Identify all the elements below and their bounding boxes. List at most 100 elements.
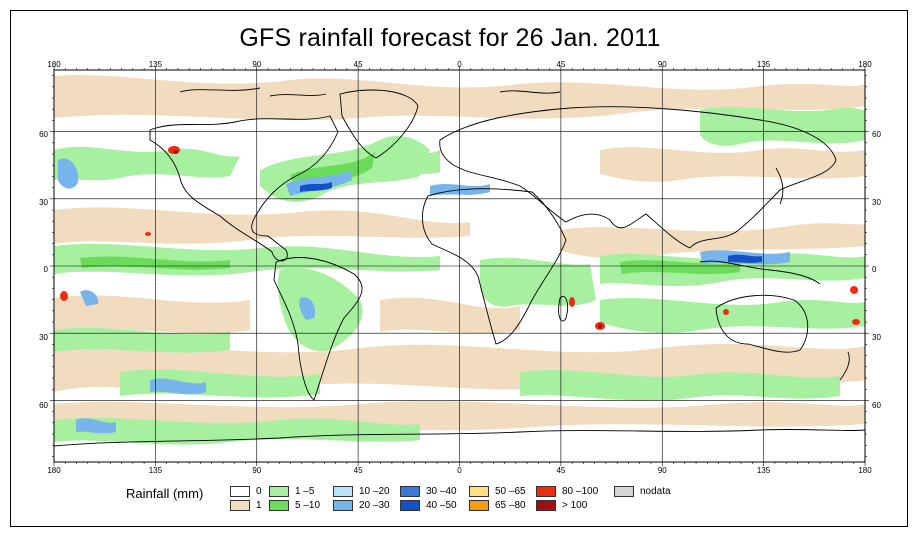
rain-spot-darkred <box>174 150 178 154</box>
legend-title: Rainfall (mm) <box>126 486 204 501</box>
coastline-africa <box>422 188 567 345</box>
right-lat-label: 0 <box>872 265 877 274</box>
rain-area-green <box>600 298 865 333</box>
rain-area-blue <box>76 418 116 434</box>
coastline-south-america <box>273 257 363 401</box>
legend-label: 5 –10 <box>295 500 321 511</box>
rain-area-darkblue <box>728 254 762 263</box>
legend-swatch <box>269 500 289 511</box>
top-lon-label: 135 <box>756 60 771 69</box>
coastline-arctic-islands <box>179 87 561 97</box>
bottom-lon-label: 180 <box>47 466 61 475</box>
legend-swatch <box>400 500 420 511</box>
coastline-antarctica <box>54 428 865 447</box>
rain-area-blue <box>58 158 79 189</box>
rain-area-green <box>54 417 420 445</box>
bottom-lon-label: 45 <box>353 466 363 475</box>
rain-spot-red <box>145 232 151 236</box>
map-title: GFS rainfall forecast for 26 Jan. 2011 <box>239 24 661 52</box>
coastline-madagascar <box>558 296 569 322</box>
rain-spot-red <box>850 286 858 294</box>
rain-spot-darkred <box>598 324 602 328</box>
rain-area-light <box>600 147 865 182</box>
bottom-lon-label: 90 <box>252 466 262 475</box>
coastline-japan <box>775 167 784 205</box>
legend-swatch <box>469 486 489 497</box>
legend-label: 80 –100 <box>562 486 599 497</box>
coastlines <box>54 87 865 447</box>
rain-area-green <box>54 327 230 353</box>
bottom-lon-label: 0 <box>457 466 462 475</box>
bottom-lon-label: 180 <box>858 466 872 475</box>
rain-area-light <box>54 207 470 244</box>
rain-spot-red <box>723 309 729 315</box>
rain-area-green <box>54 146 240 181</box>
left-lat-label: 60 <box>39 401 48 410</box>
legend-label: 0 <box>256 486 262 497</box>
legend-swatch <box>536 486 556 497</box>
rain-area-blue <box>299 297 316 320</box>
figure-frame <box>10 10 908 527</box>
rain-area-darkgreen <box>620 260 740 274</box>
legend-swatch <box>614 486 634 497</box>
legend-label: 20 –30 <box>359 500 390 511</box>
rain-area-green <box>520 370 840 401</box>
legend-label: 1 <box>256 500 262 511</box>
rain-area-green <box>700 106 865 146</box>
rain-spot-red <box>60 291 68 301</box>
legend-swatch <box>333 486 353 497</box>
right-lat-label: 60 <box>872 130 881 139</box>
right-lat-label: 60 <box>872 401 881 410</box>
top-lon-label: 180 <box>47 60 61 69</box>
legend-swatch <box>333 500 353 511</box>
rain-area-light <box>560 223 865 259</box>
legend-label: 65 –80 <box>495 500 526 511</box>
coastline-greenland <box>339 89 419 159</box>
legend-label: 1 –5 <box>295 486 315 497</box>
rain-area-light <box>54 295 250 334</box>
legend-label: 30 –40 <box>426 486 457 497</box>
rain-area-darkgreen <box>80 256 230 270</box>
top-lon-label: 0 <box>457 60 462 69</box>
legend-label: 50 –65 <box>495 486 526 497</box>
rain-area-green <box>277 267 363 352</box>
top-lon-label: 90 <box>657 60 667 69</box>
legend-swatch <box>269 486 289 497</box>
legend-label: > 100 <box>562 500 588 511</box>
rain-area-blue <box>150 378 206 395</box>
coastline-australia <box>715 294 809 353</box>
top-lon-label: 135 <box>148 60 163 69</box>
left-lat-label: 60 <box>39 130 48 139</box>
top-lon-label: 45 <box>353 60 363 69</box>
coastline-north-america <box>149 115 339 262</box>
legend-swatch <box>230 486 250 497</box>
rain-area-blue <box>80 290 99 306</box>
left-lat-label: 30 <box>39 198 48 207</box>
coastline-eurasia <box>439 106 837 249</box>
legend-swatch <box>400 486 420 497</box>
left-lat-label: 0 <box>43 265 48 274</box>
right-lat-label: 30 <box>872 198 881 207</box>
bottom-lon-label: 90 <box>657 466 667 475</box>
graticule <box>54 70 865 462</box>
right-lat-label: 30 <box>872 333 881 342</box>
top-lon-label: 45 <box>556 60 566 69</box>
rain-area-green <box>479 257 596 307</box>
coastline-new-zealand <box>839 351 850 381</box>
bottom-lon-label: 135 <box>148 466 163 475</box>
coastline-indonesia <box>699 260 821 285</box>
legend-label: 40 –50 <box>426 500 457 511</box>
rain-spot-red <box>569 297 575 307</box>
top-lon-label: 180 <box>858 60 872 69</box>
rain-area-light <box>380 297 520 334</box>
rain-area-darkblue <box>300 182 332 192</box>
rain-area-green <box>380 148 440 174</box>
legend-swatch <box>230 500 250 511</box>
legend-label: nodata <box>640 486 671 497</box>
legend-swatch <box>469 500 489 511</box>
bottom-lon-label: 135 <box>756 466 771 475</box>
bottom-lon-label: 45 <box>556 466 566 475</box>
left-lat-label: 30 <box>39 333 48 342</box>
top-lon-label: 90 <box>252 60 262 69</box>
